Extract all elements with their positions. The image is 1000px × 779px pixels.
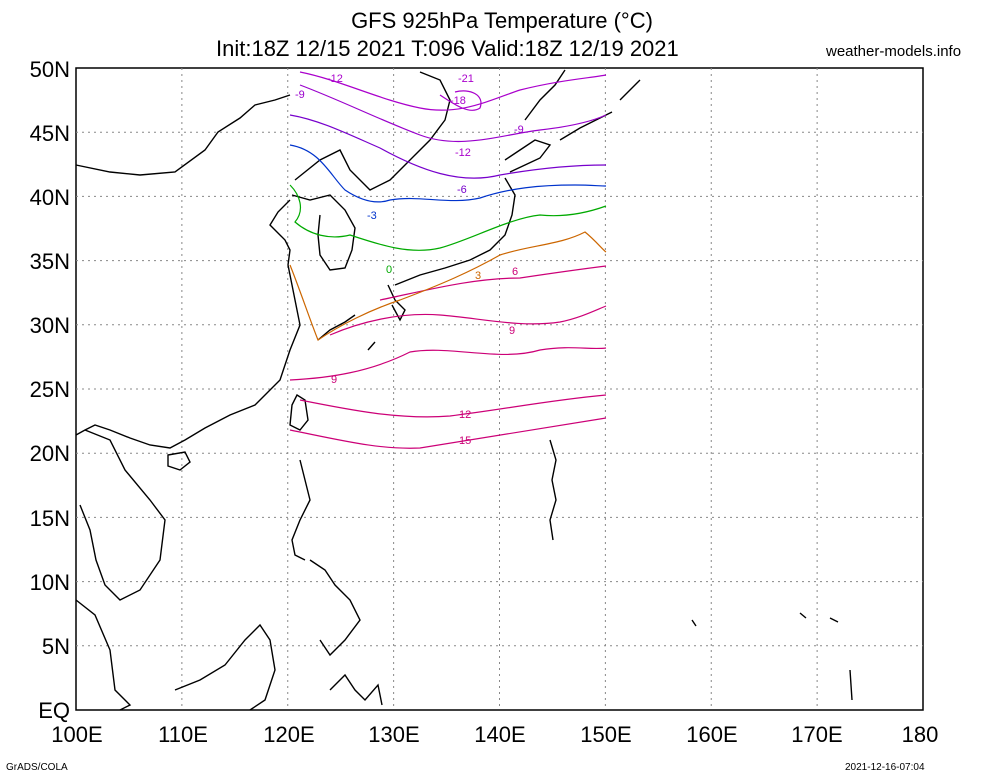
coastline-mainland — [75, 94, 301, 449]
y-tick-label: 40N — [30, 185, 70, 210]
contour-label: -3 — [367, 210, 377, 222]
contour-label: 9 — [331, 374, 337, 386]
contour-0 — [289, 184, 607, 251]
contour-label: -9 — [295, 89, 305, 101]
contour-label: -12 — [455, 147, 471, 159]
x-axis-labels: 100E 110E 120E 130E 140E 150E 160E 170E … — [51, 722, 938, 747]
contour-label: 12 — [459, 409, 471, 421]
site-label: weather-models.info — [826, 43, 962, 60]
contour-9-north — [329, 305, 607, 336]
coastline-sulawesi — [329, 673, 383, 706]
map-title: GFS 925hPa Temperature (°C) — [351, 8, 653, 33]
y-axis-labels: EQ 5N 10N 15N 20N 25N 30N 35N 40N 45N 50… — [30, 57, 70, 723]
contour-label: -9 — [514, 124, 524, 136]
x-tick-label: 100E — [51, 722, 102, 747]
y-tick-label: 50N — [30, 57, 70, 82]
contour-15 — [289, 417, 607, 449]
coastline-hainan — [167, 451, 191, 471]
coastline-korea — [291, 194, 356, 271]
x-tick-label: 150E — [580, 722, 631, 747]
contour-3 — [289, 231, 607, 341]
coastline-manchuria — [294, 71, 451, 191]
x-tick-label: 160E — [686, 722, 737, 747]
coastline-japan-honshu — [394, 177, 516, 286]
coastline-hokkaido — [504, 139, 552, 173]
x-tick-label: 120E — [263, 722, 314, 747]
coastline-japan-kyushu — [387, 284, 406, 322]
coastline-indochina — [79, 429, 166, 601]
contour-label: 3 — [475, 270, 481, 282]
y-tick-label: 30N — [30, 313, 70, 338]
contour-minus18 — [439, 90, 482, 111]
y-tick-label: 25N — [30, 377, 70, 402]
contour-label: -18 — [450, 95, 466, 107]
coastline-philippines-south — [309, 559, 361, 657]
y-tick-label: EQ — [38, 698, 70, 723]
contour-label: -6 — [457, 184, 467, 196]
x-tick-label: 180 — [902, 722, 939, 747]
y-tick-label: 20N — [30, 441, 70, 466]
x-tick-label: 140E — [474, 722, 525, 747]
coastline-kuril — [559, 79, 641, 141]
contour-9-south — [289, 347, 607, 381]
y-tick-label: 35N — [30, 249, 70, 274]
contour-label: 9 — [509, 325, 515, 337]
contour-minus6 — [289, 114, 607, 179]
coastlines — [75, 69, 853, 711]
map-subtitle: Init:18Z 12/15 2021 T:096 Valid:18Z 12/1… — [216, 36, 679, 61]
contour-minus3 — [289, 144, 607, 203]
coastline-bonin — [549, 439, 557, 541]
timestamp-label: 2021-12-16-07:04 — [845, 762, 925, 773]
contour-label: 6 — [512, 266, 518, 278]
contour-minus12 — [299, 71, 607, 111]
gridlines — [76, 68, 923, 710]
coastline-ryukyu — [317, 314, 376, 351]
coastline-sakhalin — [524, 69, 566, 121]
coastline-micronesia — [691, 612, 853, 701]
contour-label: -12 — [327, 73, 343, 85]
coastline-taiwan — [289, 393, 309, 431]
contour-label: 0 — [386, 264, 392, 276]
x-tick-label: 170E — [791, 722, 842, 747]
y-tick-label: 45N — [30, 121, 70, 146]
coastline-borneo — [174, 623, 276, 711]
coastline-malay — [75, 599, 132, 711]
contour-label: -21 — [458, 73, 474, 85]
credit-label: GrADS/COLA — [6, 762, 68, 773]
x-tick-label: 130E — [368, 722, 419, 747]
y-tick-label: 10N — [30, 570, 70, 595]
contour-12 — [299, 394, 607, 418]
contour-labels: 15 12 9 9 6 3 0 -3 -6 -9 -9 -12 -12 -18 … — [295, 73, 524, 447]
y-tick-label: 5N — [42, 634, 70, 659]
coastline-luzon — [291, 459, 311, 561]
y-tick-label: 15N — [30, 506, 70, 531]
temperature-contours — [289, 71, 607, 449]
contour-6 — [379, 265, 607, 301]
x-tick-label: 110E — [158, 722, 208, 747]
contour-minus9 — [299, 84, 607, 143]
contour-label: 15 — [459, 435, 471, 447]
